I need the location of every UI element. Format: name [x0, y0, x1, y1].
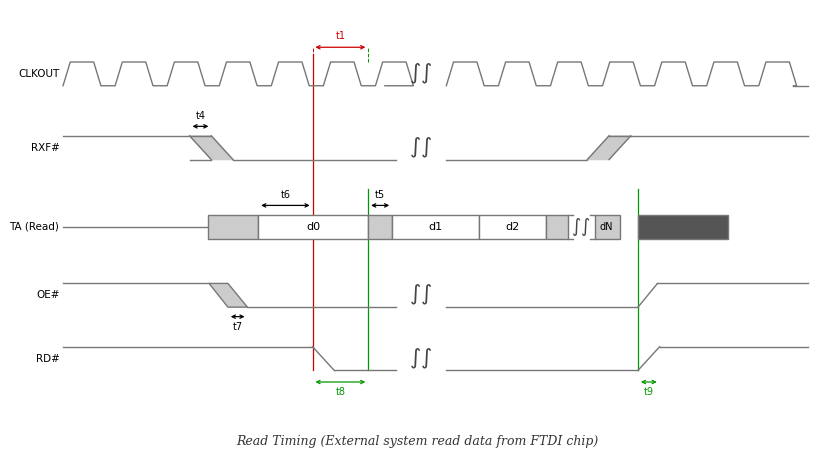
- Text: TA (Read): TA (Read): [9, 222, 59, 232]
- Text: CLKOUT: CLKOUT: [18, 69, 59, 79]
- Text: d1: d1: [429, 222, 443, 232]
- Text: t6: t6: [280, 190, 290, 200]
- Bar: [258, 215, 368, 238]
- Text: $\mathit{∫∫}$: $\mathit{∫∫}$: [410, 62, 433, 86]
- Bar: [638, 215, 728, 238]
- Text: t5: t5: [375, 190, 386, 200]
- Text: $\mathit{∫∫}$: $\mathit{∫∫}$: [572, 216, 591, 238]
- Polygon shape: [209, 284, 248, 307]
- Bar: [594, 215, 620, 238]
- Bar: [392, 215, 479, 238]
- Polygon shape: [588, 136, 631, 160]
- Text: $\mathit{∫∫}$: $\mathit{∫∫}$: [410, 135, 433, 160]
- Bar: [368, 215, 392, 238]
- Text: Read Timing (External system read data from FTDI chip): Read Timing (External system read data f…: [236, 435, 598, 448]
- Text: $\mathit{∫∫}$: $\mathit{∫∫}$: [410, 283, 433, 307]
- Text: RXF#: RXF#: [31, 143, 59, 153]
- Text: $\mathit{∫∫}$: $\mathit{∫∫}$: [410, 346, 433, 371]
- Text: d0: d0: [306, 222, 320, 232]
- Text: OE#: OE#: [36, 290, 59, 300]
- Text: RD#: RD#: [36, 354, 59, 364]
- Text: d2: d2: [505, 222, 519, 232]
- Bar: [546, 215, 568, 238]
- Text: t4: t4: [195, 111, 205, 121]
- Bar: [208, 215, 258, 238]
- Text: t8: t8: [336, 387, 346, 397]
- Text: t7: t7: [233, 322, 243, 332]
- Text: dN: dN: [599, 222, 612, 232]
- Bar: [479, 215, 546, 238]
- Text: t9: t9: [644, 387, 654, 397]
- Polygon shape: [189, 136, 233, 160]
- Text: t1: t1: [336, 31, 346, 41]
